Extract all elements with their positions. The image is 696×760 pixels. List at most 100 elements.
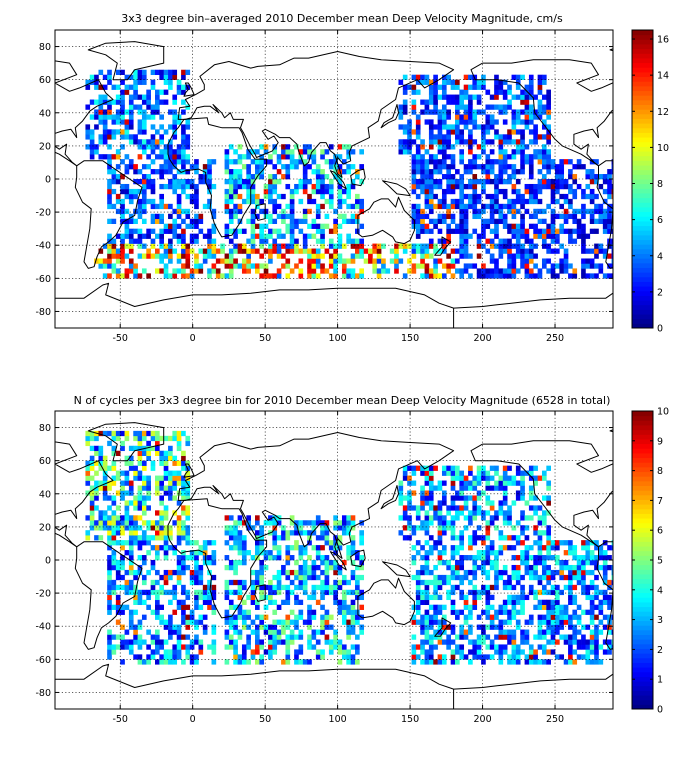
bin-cell <box>568 273 573 279</box>
bin-cell <box>428 109 434 115</box>
bin-cell <box>194 169 199 175</box>
bin-cell <box>546 485 551 491</box>
bin-cell <box>263 614 269 620</box>
bin-cell <box>224 594 230 601</box>
bin-cell <box>211 555 217 561</box>
bin-cell <box>468 139 473 145</box>
bin-cell <box>494 510 499 516</box>
bin-cell <box>311 609 317 615</box>
bin-cell <box>576 569 582 576</box>
bin-cell <box>411 179 417 185</box>
colorbar-swatch <box>632 151 653 157</box>
bin-cell <box>185 624 191 630</box>
bin-cell <box>468 555 473 561</box>
bin-cell <box>450 258 456 264</box>
bin-cell <box>324 609 330 615</box>
bin-cell <box>437 634 443 640</box>
bin-cell <box>115 450 121 456</box>
bin-cell <box>559 164 565 170</box>
bin-cell <box>494 644 499 650</box>
bin-cell <box>302 659 308 665</box>
bin-cell <box>341 614 347 620</box>
bin-cell <box>463 604 469 610</box>
bin-cell <box>155 550 160 556</box>
bin-cell <box>459 480 465 486</box>
bin-cell <box>520 213 525 220</box>
bin-cell <box>233 243 238 249</box>
bin-cell <box>537 550 543 556</box>
bin-cell <box>350 604 356 610</box>
bin-cell <box>463 555 469 561</box>
bin-cell <box>207 233 212 239</box>
bin-cell <box>111 179 117 185</box>
bin-cell <box>146 253 151 259</box>
bin-cell <box>172 649 178 655</box>
bin-cell <box>415 505 421 511</box>
bin-cell <box>581 213 586 220</box>
bin-cell <box>459 634 465 640</box>
bin-cell <box>181 450 186 456</box>
bin-cell <box>541 74 547 80</box>
bin-cell <box>111 510 117 516</box>
bin-cell <box>489 515 495 521</box>
bin-cell <box>141 94 147 100</box>
bin-cell <box>476 614 482 620</box>
bin-cell <box>559 624 565 630</box>
bin-cell <box>602 649 608 655</box>
bin-cell <box>224 273 230 279</box>
bin-cell <box>507 629 512 635</box>
bin-cell <box>555 584 560 591</box>
bin-cell <box>281 213 286 220</box>
bin-cell <box>259 233 265 239</box>
bin-cell <box>359 604 365 610</box>
bin-cell <box>150 535 156 541</box>
bin-cell <box>294 218 299 224</box>
bin-cell <box>607 273 612 279</box>
bin-cell <box>459 183 465 190</box>
bin-cell <box>120 485 125 491</box>
bin-cell <box>494 465 499 471</box>
bin-cell <box>598 263 604 269</box>
bin-cell <box>455 564 460 571</box>
bin-cell <box>241 520 247 526</box>
bin-cell <box>502 609 508 615</box>
colorbar-swatch <box>632 527 653 533</box>
bin-cell <box>524 545 530 551</box>
bin-cell <box>307 574 312 581</box>
bin-cell <box>520 594 525 601</box>
bin-cell <box>463 139 469 145</box>
bin-cell <box>441 659 447 665</box>
bin-cell <box>511 659 517 665</box>
bin-cell <box>472 644 478 650</box>
bin-cell <box>472 109 478 115</box>
bin-cell <box>481 139 486 145</box>
bin-cell <box>168 485 173 491</box>
bin-cell <box>463 84 469 90</box>
bin-cell <box>450 198 456 205</box>
bin-cell <box>233 560 238 566</box>
bin-cell <box>489 644 495 650</box>
bin-cell <box>189 233 195 239</box>
bin-cell <box>459 555 465 561</box>
bin-cell <box>237 614 243 620</box>
bin-cell <box>211 594 217 601</box>
bin-cell <box>107 520 112 526</box>
bin-cell <box>285 149 291 155</box>
bin-cell <box>437 119 443 125</box>
bin-cell <box>246 659 251 665</box>
bin-cell <box>107 134 112 140</box>
bin-cell <box>446 213 451 220</box>
bin-cell <box>302 584 308 591</box>
bin-cell <box>181 510 186 516</box>
bin-cell <box>598 604 604 610</box>
bin-cell <box>107 248 112 254</box>
bin-cell <box>141 149 147 155</box>
bin-cell <box>420 188 425 195</box>
bin-cell <box>289 569 295 576</box>
bin-cell <box>550 183 556 190</box>
bin-cell <box>359 564 365 571</box>
bin-cell <box>150 654 156 660</box>
bin-cell <box>541 589 547 596</box>
bin-cell <box>298 258 304 264</box>
bin-cell <box>450 495 456 501</box>
